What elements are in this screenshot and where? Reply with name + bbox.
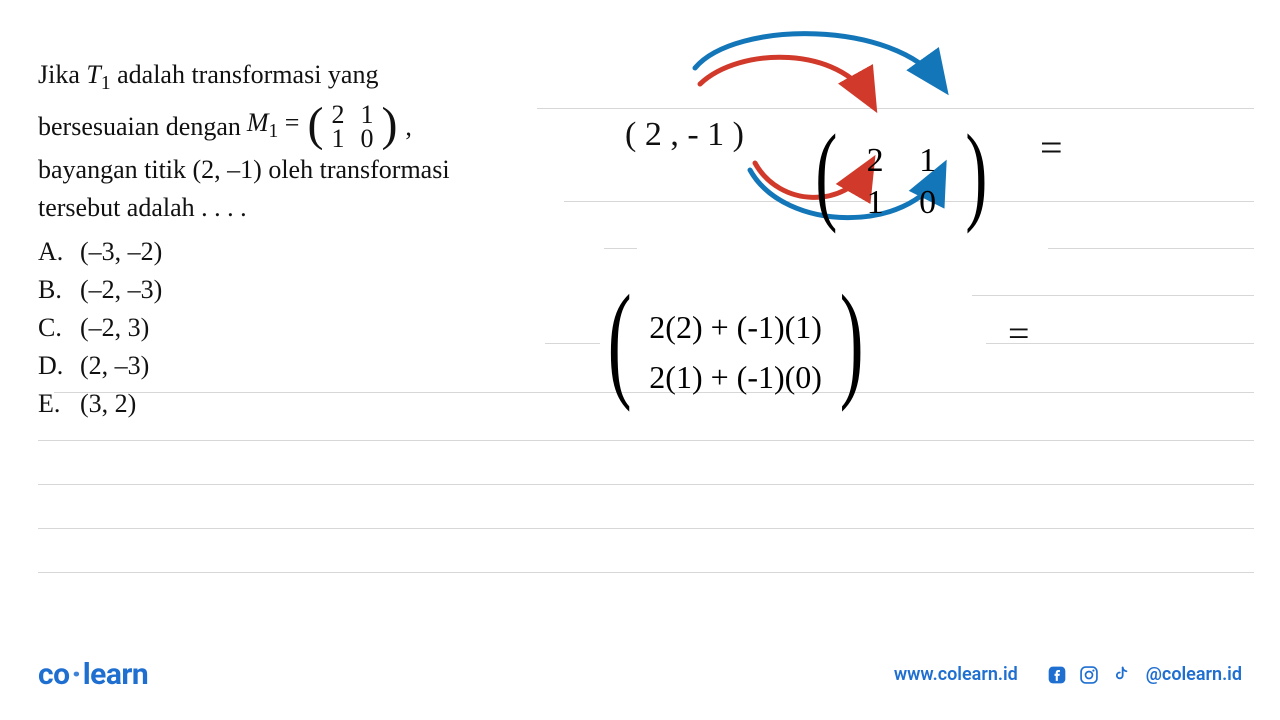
choice-label: B. — [38, 271, 62, 309]
q-text: , — [405, 108, 412, 146]
choice-row: A. (–3, –2) — [38, 233, 558, 271]
q-var-M: M — [247, 108, 269, 137]
q-eq: = — [278, 108, 299, 137]
q-text: adalah transformasi yang — [111, 60, 379, 89]
choice-value: (–2, –3) — [80, 271, 162, 309]
hmatrix-cell: 2 — [853, 142, 897, 180]
handwritten-vector: ( 2 , - 1 ) — [625, 118, 744, 152]
q-matrix-cell: 1 — [323, 127, 352, 151]
brand-right: learn — [83, 657, 149, 692]
choice-label: D. — [38, 347, 62, 385]
hmatrix-cell: 1 — [906, 142, 950, 180]
instagram-icon[interactable] — [1078, 664, 1100, 686]
footer-url[interactable]: www.colearn.id — [894, 664, 1018, 685]
choice-label: A. — [38, 233, 62, 271]
choice-value: (–2, 3) — [80, 309, 149, 347]
question-line-4: tersebut adalah . . . . — [38, 189, 558, 227]
paren-left: ( — [815, 110, 837, 237]
hmatrix-cell: 1 — [853, 184, 897, 222]
footer-handle[interactable]: @colearn.id — [1146, 664, 1242, 685]
paren-left: ( — [608, 266, 632, 416]
paren-right: ) — [965, 110, 987, 237]
choice-row: D. (2, –3) — [38, 347, 558, 385]
choice-value: (3, 2) — [80, 385, 136, 423]
handwritten-calculation: ( 2(2) + (-1)(1) 2(1) + (-1)(0) ) — [598, 248, 873, 409]
q-text: Jika — [38, 60, 86, 89]
footer-bar: co·learn www.colearn.id @colearn.id — [0, 657, 1280, 692]
q-text: bersesuaian dengan — [38, 108, 241, 146]
brand-left: co — [38, 657, 70, 692]
hmatrix-cell: 0 — [906, 184, 950, 222]
handwritten-equals-2: = — [1008, 315, 1029, 353]
choice-label: E. — [38, 385, 62, 423]
tiktok-icon[interactable] — [1110, 664, 1132, 686]
q-var-M-sub: 1 — [269, 121, 279, 142]
brand-logo: co·learn — [38, 657, 148, 692]
question-line-2: bersesuaian dengan M1 = ( 21 10 ) , — [38, 103, 558, 151]
facebook-icon[interactable] — [1046, 664, 1068, 686]
choice-label: C. — [38, 309, 62, 347]
q-var-T-sub: 1 — [101, 73, 111, 94]
question-line-3: bayangan titik (2, –1) oleh transformasi — [38, 151, 558, 189]
q-matrix-cell: 0 — [352, 127, 381, 151]
handwritten-equals-1: = — [1040, 128, 1063, 168]
calc-row-2: 2(1) + (-1)(0) — [649, 359, 822, 409]
choice-value: (2, –3) — [80, 347, 149, 385]
choice-value: (–3, –2) — [80, 233, 162, 271]
handwritten-matrix: ( 2 1 1 0 ) — [808, 92, 995, 226]
choice-row: B. (–2, –3) — [38, 271, 558, 309]
question-line-1: Jika T1 adalah transformasi yang — [38, 56, 558, 103]
social-icons: @colearn.id — [1046, 664, 1242, 686]
paren-right: ) — [840, 266, 864, 416]
question-matrix: ( 21 10 ) — [307, 103, 397, 151]
calc-row-1: 2(2) + (-1)(1) — [649, 309, 822, 359]
choice-row: C. (–2, 3) — [38, 309, 558, 347]
q-var-T: T — [86, 60, 100, 89]
choice-row: E. (3, 2) — [38, 385, 558, 423]
choices-list: A.(–3, –2)B.(–2, –3)C.(–2, 3)D.(2, –3)E.… — [38, 233, 558, 423]
question-block: Jika T1 adalah transformasi yang bersesu… — [38, 56, 558, 423]
